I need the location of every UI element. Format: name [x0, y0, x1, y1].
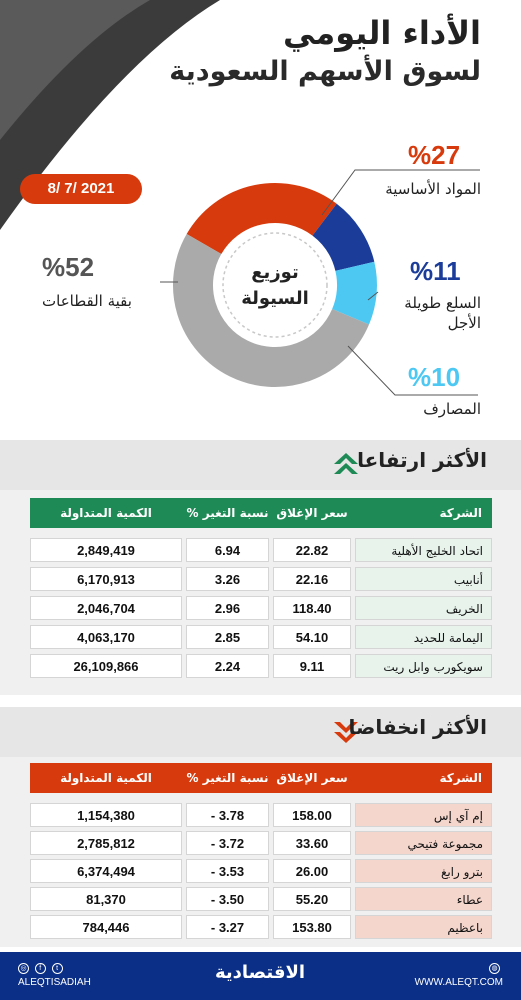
double-chevron-up-icon: [334, 453, 358, 474]
table-row: بترو رابغ 26.00- 3.53 6,374,494: [30, 859, 492, 883]
cell-company-name: سويكورب وابل ريت: [355, 654, 492, 678]
gainers-table-header: الشركة سعر الإغلاق نسبة التغير % الكمية …: [30, 498, 492, 528]
cell-close-price: 118.40: [273, 596, 351, 620]
col-close-header: سعر الإغلاق: [276, 771, 348, 785]
slice-label-banks: المصارف: [423, 400, 481, 418]
footer-social[interactable]: ◎ f t ALEQTISADIAH: [18, 962, 91, 988]
losers-section-bar: الأكثر انخفاضا: [0, 707, 521, 757]
cell-close-price: 22.82: [273, 538, 351, 562]
cell-company-name: اتحاد الخليج الأهلية: [355, 538, 492, 562]
cell-company-name: عطاء: [355, 887, 492, 911]
table-row: مجموعة فتيحي 33.60- 3.72 2,785,812: [30, 831, 492, 855]
gainers-section-bar: الأكثر ارتفاعا: [0, 440, 521, 490]
footer-website-link[interactable]: WWW.ALEQT.COM: [414, 977, 503, 988]
globe-icon: ◍: [489, 963, 500, 974]
cell-company-name: الخريف: [355, 596, 492, 620]
cell-change-pct: - 3.78: [186, 803, 269, 827]
slice-materials: [186, 183, 337, 255]
cell-close-price: 55.20: [273, 887, 351, 911]
header: الأداء اليومي لسوق الأسهم السعودية 8/ 7/…: [0, 0, 521, 440]
cell-change-pct: 2.85: [186, 625, 269, 649]
cell-volume: 81,370: [30, 887, 182, 911]
slice-pct-durables: %11: [410, 256, 461, 286]
page-subtitle: لسوق الأسهم السعودية: [169, 56, 481, 87]
footer-social-handle: ALEQTISADIAH: [18, 977, 91, 988]
corner-swoosh-decoration: [0, 0, 220, 230]
cell-close-price: 9.11: [273, 654, 351, 678]
slice-banks: [331, 261, 377, 325]
cell-volume: 2,785,812: [30, 831, 182, 855]
col-change-header: نسبة التغير %: [186, 771, 269, 785]
donut-center-title-line1: توزيع: [251, 262, 298, 283]
cell-close-price: 54.10: [273, 625, 351, 649]
facebook-icon[interactable]: f: [34, 963, 46, 974]
slice-pct-others: %52: [42, 252, 95, 282]
footer-website[interactable]: ◍ WWW.ALEQT.COM: [415, 962, 503, 988]
table-row: اتحاد الخليج الأهلية 22.82 6.94 2,849,419: [30, 538, 492, 562]
cell-change-pct: 3.26: [186, 567, 269, 591]
footer: ◎ f t ALEQTISADIAH الاقتصادية ◍ WWW.ALEQ…: [0, 952, 521, 1000]
col-volume-header: الكمية المتداولة: [60, 506, 152, 520]
cell-change-pct: - 3.53: [186, 859, 269, 883]
col-change-header: نسبة التغير %: [186, 506, 269, 520]
slice-pct-banks: %10: [408, 362, 461, 392]
cell-volume: 1,154,380: [30, 803, 182, 827]
cell-company-name: أنابيب: [355, 567, 492, 591]
cell-volume: 6,374,494: [30, 859, 182, 883]
instagram-icon[interactable]: ◎: [18, 963, 29, 974]
cell-change-pct: - 3.27: [186, 915, 269, 939]
twitter-icon[interactable]: t: [51, 963, 63, 974]
cell-change-pct: 2.24: [186, 654, 269, 678]
cell-close-price: 153.80: [273, 915, 351, 939]
cell-company-name: اليمامة للحديد: [355, 625, 492, 649]
slice-others: [173, 234, 370, 387]
gainers-table: الشركة سعر الإغلاق نسبة التغير % الكمية …: [0, 490, 521, 695]
col-name-header: الشركة: [439, 506, 482, 520]
cell-change-pct: - 3.72: [186, 831, 269, 855]
col-close-header: سعر الإغلاق: [276, 506, 348, 520]
table-row: سويكورب وابل ريت 9.11 2.24 26,109,866: [30, 654, 492, 678]
gainers-title: الأكثر ارتفاعا: [357, 448, 487, 472]
table-row: أنابيب 22.16 3.26 6,170,913: [30, 567, 492, 591]
cell-volume: 4,063,170: [30, 625, 182, 649]
slice-label-durables-line1: السلع طويلة: [404, 294, 481, 312]
col-name-header: الشركة: [439, 771, 482, 785]
losers-table: الشركة سعر الإغلاق نسبة التغير % الكمية …: [0, 757, 521, 947]
slice-label-others: بقية القطاعات: [42, 292, 132, 310]
table-row: إم آي إس 158.00- 3.78 1,154,380: [30, 803, 492, 827]
losers-title: الأكثر انخفاضا: [348, 715, 487, 739]
cell-change-pct: - 3.50: [186, 887, 269, 911]
table-row: باعظيم 153.80- 3.27 784,446: [30, 915, 492, 939]
cell-change-pct: 2.96: [186, 596, 269, 620]
cell-volume: 2,046,704: [30, 596, 182, 620]
date-badge: 8/ 7/ 2021: [20, 174, 142, 204]
footer-logo: الاقتصادية: [214, 962, 306, 983]
slice-durables: [311, 203, 375, 272]
double-chevron-down-icon: [334, 722, 358, 743]
cell-company-name: إم آي إس: [355, 803, 492, 827]
cell-volume: 784,446: [30, 915, 182, 939]
cell-volume: 26,109,866: [30, 654, 182, 678]
cell-close-price: 158.00: [273, 803, 351, 827]
cell-close-price: 22.16: [273, 567, 351, 591]
slice-pct-materials: %27: [408, 140, 461, 170]
cell-close-price: 33.60: [273, 831, 351, 855]
cell-company-name: باعظيم: [355, 915, 492, 939]
cell-volume: 2,849,419: [30, 538, 182, 562]
cell-company-name: مجموعة فتيحي: [355, 831, 492, 855]
cell-volume: 6,170,913: [30, 567, 182, 591]
slice-label-durables-line2: الأجل: [447, 314, 481, 332]
slice-label-materials: المواد الأساسية: [385, 180, 481, 198]
table-row: اليمامة للحديد 54.10 2.85 4,063,170: [30, 625, 492, 649]
table-row: عطاء 55.20- 3.50 81,370: [30, 887, 492, 911]
donut-center-title-line2: السيولة: [241, 288, 309, 309]
page-title: الأداء اليومي: [283, 14, 481, 52]
cell-change-pct: 6.94: [186, 538, 269, 562]
liquidity-donut-chart: توزيع السيولة: [173, 183, 377, 387]
cell-company-name: بترو رابغ: [355, 859, 492, 883]
losers-table-header: الشركة سعر الإغلاق نسبة التغير % الكمية …: [30, 763, 492, 793]
table-row: الخريف 118.40 2.96 2,046,704: [30, 596, 492, 620]
cell-close-price: 26.00: [273, 859, 351, 883]
col-volume-header: الكمية المتداولة: [60, 771, 152, 785]
